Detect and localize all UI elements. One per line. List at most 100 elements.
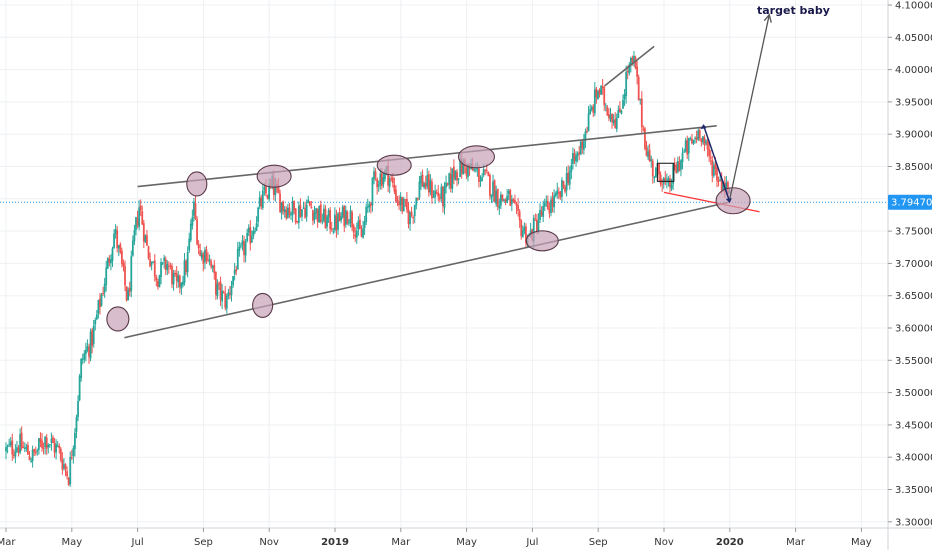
candle bbox=[180, 282, 183, 295]
candle bbox=[301, 209, 303, 222]
candle bbox=[88, 343, 90, 364]
candle bbox=[133, 224, 136, 246]
candle bbox=[402, 196, 405, 212]
candle bbox=[47, 443, 50, 454]
candle bbox=[207, 252, 209, 263]
candle bbox=[510, 194, 513, 212]
candle bbox=[680, 159, 682, 177]
candle bbox=[559, 190, 562, 200]
drawings bbox=[106, 13, 772, 339]
candle bbox=[398, 195, 400, 210]
candle bbox=[675, 162, 678, 174]
candle bbox=[164, 256, 167, 275]
x-tick-label: Mar bbox=[0, 537, 16, 548]
candle bbox=[299, 198, 302, 218]
candle bbox=[297, 201, 300, 229]
candle bbox=[149, 252, 151, 268]
candle bbox=[399, 192, 402, 212]
candle bbox=[423, 181, 426, 190]
candle bbox=[681, 147, 684, 170]
candle bbox=[589, 104, 592, 115]
candle bbox=[31, 445, 34, 468]
candle bbox=[67, 476, 70, 486]
candle bbox=[224, 286, 227, 311]
candle bbox=[427, 170, 430, 197]
candle bbox=[50, 432, 53, 451]
candle bbox=[573, 148, 576, 165]
candle bbox=[614, 112, 617, 129]
candle bbox=[34, 446, 37, 456]
candle bbox=[438, 193, 441, 203]
candle bbox=[161, 261, 164, 266]
candle bbox=[100, 292, 103, 307]
x-tick-label: Sep bbox=[194, 537, 213, 548]
candle bbox=[210, 258, 213, 270]
candle bbox=[8, 438, 11, 448]
candle bbox=[246, 228, 249, 243]
candle bbox=[94, 317, 97, 331]
candle bbox=[606, 105, 609, 116]
candle bbox=[556, 182, 559, 199]
candle bbox=[218, 281, 220, 291]
x-axis: Mar May Jul Sep Nov 2019 Mar May Jul Sep Nov 2020 Ma… bbox=[0, 527, 932, 548]
x-tick-label: 2020 bbox=[716, 537, 744, 548]
x-tick-label: Mar bbox=[786, 537, 806, 548]
candle bbox=[75, 414, 78, 439]
candle bbox=[258, 191, 261, 209]
candle bbox=[128, 281, 131, 297]
candle bbox=[124, 260, 126, 292]
candle bbox=[14, 444, 17, 464]
candle bbox=[227, 288, 230, 300]
candle bbox=[498, 198, 501, 216]
candle bbox=[495, 185, 498, 207]
candle bbox=[507, 188, 510, 201]
candle bbox=[363, 215, 366, 236]
candle bbox=[550, 195, 552, 217]
candle bbox=[568, 166, 571, 190]
candle bbox=[548, 202, 551, 219]
candle bbox=[185, 259, 187, 276]
candle bbox=[395, 185, 397, 204]
candle bbox=[319, 200, 322, 224]
y-tick-label: 3.95000 bbox=[895, 97, 932, 108]
candle bbox=[70, 449, 73, 460]
candle bbox=[369, 201, 372, 214]
candle bbox=[701, 136, 704, 145]
candle bbox=[404, 199, 407, 207]
candle bbox=[83, 349, 86, 364]
y-tick-label: 3.85000 bbox=[895, 162, 932, 173]
candle bbox=[633, 51, 635, 67]
candle bbox=[645, 140, 648, 157]
candle bbox=[178, 274, 181, 294]
candle bbox=[108, 255, 111, 267]
candle bbox=[266, 194, 269, 200]
candle bbox=[257, 206, 260, 227]
candle bbox=[69, 451, 72, 487]
candle bbox=[102, 286, 104, 296]
candle bbox=[348, 219, 350, 227]
annotation-target-baby: target baby bbox=[757, 4, 830, 17]
candle bbox=[315, 207, 317, 220]
candle bbox=[163, 254, 166, 269]
candle bbox=[609, 107, 612, 123]
candle bbox=[575, 151, 577, 167]
candle bbox=[20, 426, 23, 451]
candle bbox=[130, 250, 133, 298]
candle bbox=[37, 437, 40, 455]
candle bbox=[413, 204, 416, 224]
down-arrow-head bbox=[700, 124, 707, 130]
candle bbox=[424, 175, 427, 190]
y-tick-label: 3.90000 bbox=[895, 130, 932, 141]
y-tick-label: 3.55000 bbox=[895, 356, 932, 367]
candle bbox=[341, 204, 344, 219]
candle bbox=[567, 165, 570, 186]
candle bbox=[442, 185, 444, 213]
candle bbox=[296, 220, 299, 224]
highlight-ellipse bbox=[256, 164, 292, 188]
candle bbox=[138, 200, 141, 231]
candle bbox=[6, 444, 9, 454]
y-tick-label: 3.65000 bbox=[895, 291, 932, 302]
candle bbox=[42, 442, 45, 455]
